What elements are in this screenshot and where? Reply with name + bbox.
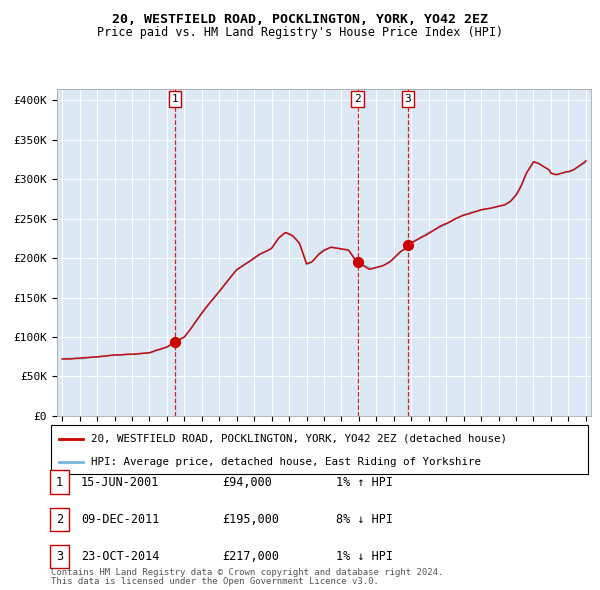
Point	[403, 240, 413, 250]
Text: HPI: Average price, detached house, East Riding of Yorkshire: HPI: Average price, detached house, East…	[91, 457, 481, 467]
Text: 1: 1	[172, 94, 178, 104]
Text: 20, WESTFIELD ROAD, POCKLINGTON, YORK, YO42 2EZ: 20, WESTFIELD ROAD, POCKLINGTON, YORK, Y…	[112, 13, 488, 26]
Text: 1: 1	[56, 476, 63, 489]
Text: Contains HM Land Registry data © Crown copyright and database right 2024.: Contains HM Land Registry data © Crown c…	[51, 568, 443, 577]
Text: This data is licensed under the Open Government Licence v3.0.: This data is licensed under the Open Gov…	[51, 578, 379, 586]
Text: 09-DEC-2011: 09-DEC-2011	[81, 513, 160, 526]
Text: 8% ↓ HPI: 8% ↓ HPI	[336, 513, 393, 526]
Text: £94,000: £94,000	[222, 476, 272, 489]
Point	[353, 257, 362, 267]
Text: £195,000: £195,000	[222, 513, 279, 526]
Text: 2: 2	[354, 94, 361, 104]
Text: 2: 2	[56, 513, 63, 526]
Text: £217,000: £217,000	[222, 550, 279, 563]
Text: 3: 3	[56, 550, 63, 563]
Text: 1% ↑ HPI: 1% ↑ HPI	[336, 476, 393, 489]
Text: Price paid vs. HM Land Registry's House Price Index (HPI): Price paid vs. HM Land Registry's House …	[97, 26, 503, 39]
Text: 3: 3	[404, 94, 412, 104]
Point	[170, 337, 180, 346]
Text: 1% ↓ HPI: 1% ↓ HPI	[336, 550, 393, 563]
Text: 23-OCT-2014: 23-OCT-2014	[81, 550, 160, 563]
Text: 15-JUN-2001: 15-JUN-2001	[81, 476, 160, 489]
Text: 20, WESTFIELD ROAD, POCKLINGTON, YORK, YO42 2EZ (detached house): 20, WESTFIELD ROAD, POCKLINGTON, YORK, Y…	[91, 434, 507, 444]
